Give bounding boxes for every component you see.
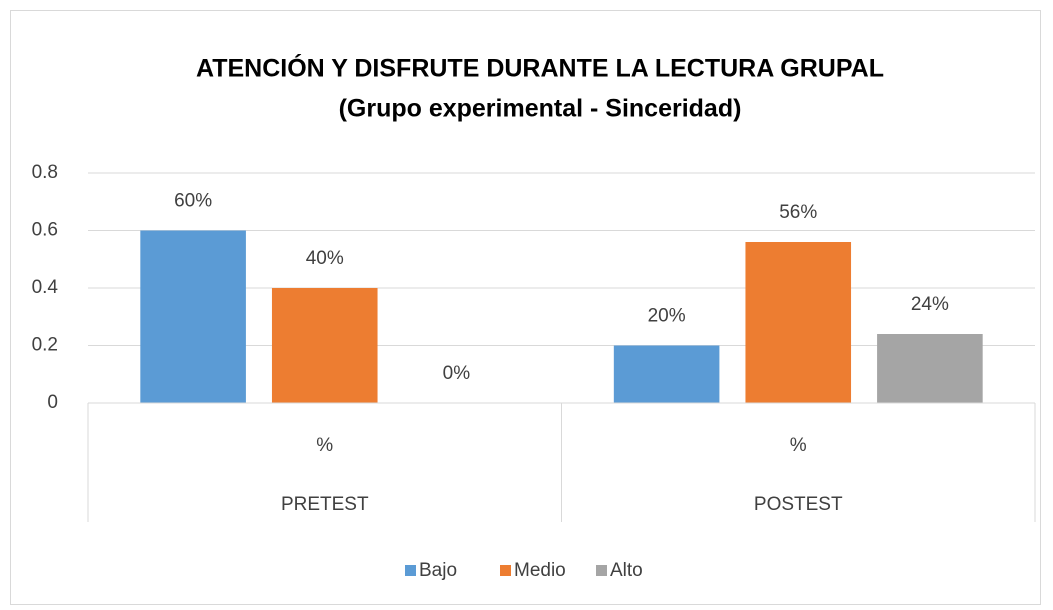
- bar: [745, 242, 852, 403]
- chart-title: ATENCIÓN Y DISFRUTE DURANTE LA LECTURA G…: [196, 53, 884, 83]
- data-label: 60%: [174, 191, 212, 212]
- y-tick-label: 0.8: [32, 162, 58, 183]
- group-label: POSTEST: [754, 494, 843, 515]
- bar: [140, 230, 246, 403]
- legend-label: Bajo: [419, 560, 457, 581]
- data-label: 0%: [443, 363, 471, 384]
- group-label: PRETEST: [281, 494, 369, 515]
- y-tick-label: 0.4: [32, 277, 59, 298]
- bar: [877, 334, 983, 403]
- y-tick-label: 0.2: [32, 335, 58, 356]
- data-label: 40%: [306, 248, 344, 269]
- legend-swatch: [500, 565, 511, 576]
- data-label: 24%: [911, 294, 949, 315]
- y-tick-label: 0.6: [32, 220, 58, 241]
- legend-label: Alto: [610, 560, 643, 581]
- data-label: 56%: [779, 202, 817, 223]
- legend-swatch: [405, 565, 416, 576]
- legend-swatch: [596, 565, 607, 576]
- bar: [271, 288, 378, 403]
- y-tick-label: 0: [47, 392, 58, 413]
- legend-label: Medio: [514, 560, 566, 581]
- chart-subtitle: (Grupo experimental - Sinceridad): [339, 95, 742, 123]
- x-tick-label: %: [316, 435, 333, 456]
- bar: [613, 345, 720, 403]
- data-label: 20%: [648, 306, 686, 327]
- x-tick-label: %: [790, 435, 807, 456]
